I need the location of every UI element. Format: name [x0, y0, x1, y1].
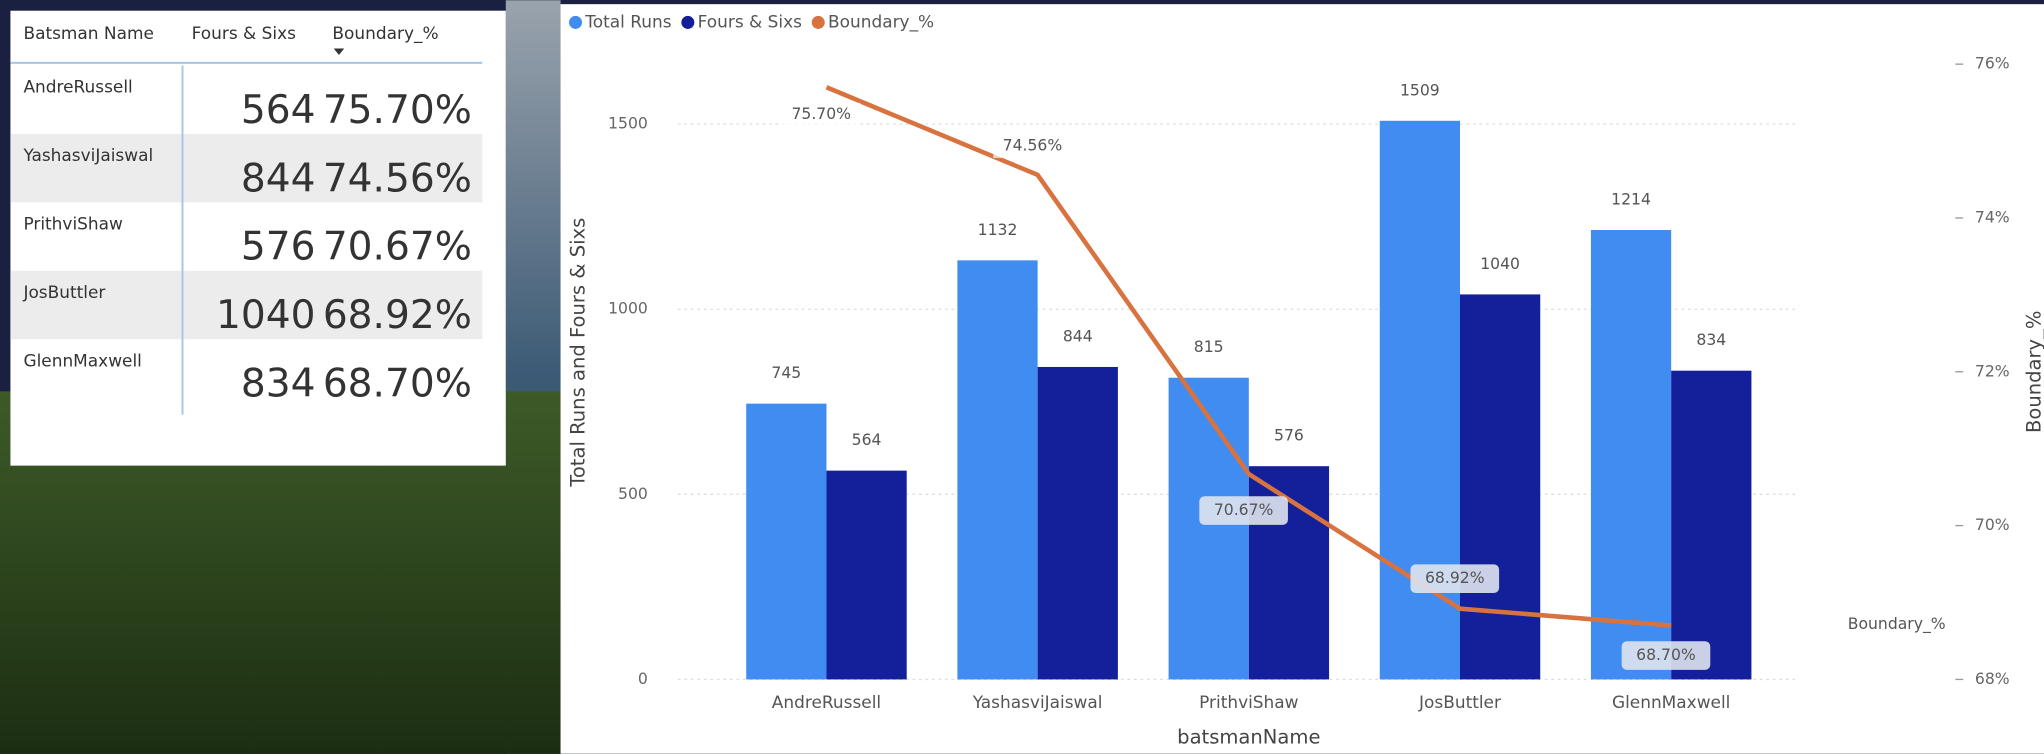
legend-label: Boundary_% [828, 11, 934, 32]
line-data-label: 68.92% [1425, 568, 1485, 587]
bar [957, 260, 1038, 680]
y-tick-label: 1500 [608, 114, 648, 133]
y2-tick-label: 76% [1975, 54, 2010, 73]
y-tick-label: 0 [638, 669, 648, 688]
bar [1460, 294, 1541, 680]
boundary-pct: 75.70% [323, 88, 472, 133]
boundary-pct: 70.67% [323, 225, 472, 270]
y2-tick-label: 74% [1975, 207, 2010, 226]
data-label: 576 [1274, 426, 1304, 445]
data-label: 1214 [1611, 190, 1651, 209]
bar [746, 403, 827, 680]
y2-tick-label: 68% [1975, 669, 2010, 688]
label-box [1621, 641, 1711, 670]
y-tick-label: 500 [618, 484, 648, 503]
line-end-label: Boundary_% [1848, 614, 1946, 634]
bar [826, 470, 907, 680]
label-box [1410, 564, 1500, 594]
data-label: 564 [852, 430, 882, 449]
fours-sixes: 576 [241, 225, 316, 270]
line [825, 85, 1672, 628]
table: Batsman Name Fours & Sixs Boundary_% AndreR… [10, 23, 483, 415]
batsman-name: PrithviShaw [23, 213, 123, 233]
bar [1671, 370, 1752, 680]
x-tick-label: AndreRussell [772, 692, 881, 712]
batsman-name: JosButtler [22, 282, 105, 302]
data-label: 844 [1063, 326, 1093, 345]
label-halo [993, 134, 1072, 158]
data-label: 815 [1194, 337, 1224, 356]
fours-sixes: 844 [241, 156, 316, 201]
bar [1168, 377, 1249, 680]
x-tick-label: GlennMaxwell [1612, 692, 1730, 712]
fours-sixes: 1040 [216, 293, 316, 338]
label-box [1199, 496, 1288, 525]
batsman-name: YashasviJaiswal [22, 145, 153, 165]
column-header: Fours & Sixs [192, 23, 296, 43]
chart: 0 500 1000 1500 68% 70% 72% 74% 76% Total Runs an… [566, 11, 2044, 748]
line-data-label: 70.67% [1214, 500, 1274, 519]
data-label: 745 [771, 363, 801, 382]
fours-sixes: 834 [241, 362, 316, 407]
fours-sixes: 564 [241, 88, 316, 133]
y2-tick-label: 70% [1975, 515, 2010, 534]
x-tick-label: JosButtler [1418, 692, 1501, 712]
y-axis-title: Total Runs and Fours & Sixs [566, 218, 589, 488]
y2-axis-title: Boundary_% [2022, 311, 2044, 433]
row-band [10, 270, 483, 340]
legend-swatch [681, 15, 695, 29]
legend-swatch [569, 15, 583, 29]
y2-tick-label: 72% [1975, 361, 2010, 380]
line-data-label: 75.70% [791, 104, 851, 123]
legend-label: Fours & Sixs [698, 11, 802, 31]
y-tick-label: 1000 [608, 299, 648, 318]
boundary-pct: 68.92% [323, 293, 472, 338]
boundary-pct: 68.70% [323, 362, 472, 407]
batsman-name: GlennMaxwell [23, 350, 141, 370]
table-panel [10, 10, 506, 466]
row-band [10, 133, 483, 203]
column-header: Batsman Name [23, 23, 153, 43]
x-tick-label: PrithviShaw [1199, 692, 1299, 712]
bar [1037, 366, 1118, 680]
batsman-name: AndreRussell [23, 77, 132, 97]
bar [1590, 229, 1672, 680]
data-label: 1509 [1400, 80, 1440, 99]
label-halo [782, 102, 861, 127]
line-data-label: 68.70% [1636, 645, 1696, 664]
legend-label: Total Runs [584, 11, 671, 31]
data-label: 1040 [1480, 254, 1520, 273]
x-tick-label: YashasviJaiswal [972, 692, 1103, 712]
bar [1379, 120, 1460, 680]
legend-swatch [811, 15, 825, 29]
x-axis-title: batsmanName [1177, 726, 1320, 749]
line-data-label: 74.56% [1003, 136, 1063, 155]
boundary-pct: 74.56% [323, 156, 472, 201]
data-label: 834 [1696, 330, 1726, 349]
column-header: Boundary_% [332, 23, 438, 44]
data-label: 1132 [978, 220, 1018, 239]
sort-arrow [333, 48, 345, 56]
